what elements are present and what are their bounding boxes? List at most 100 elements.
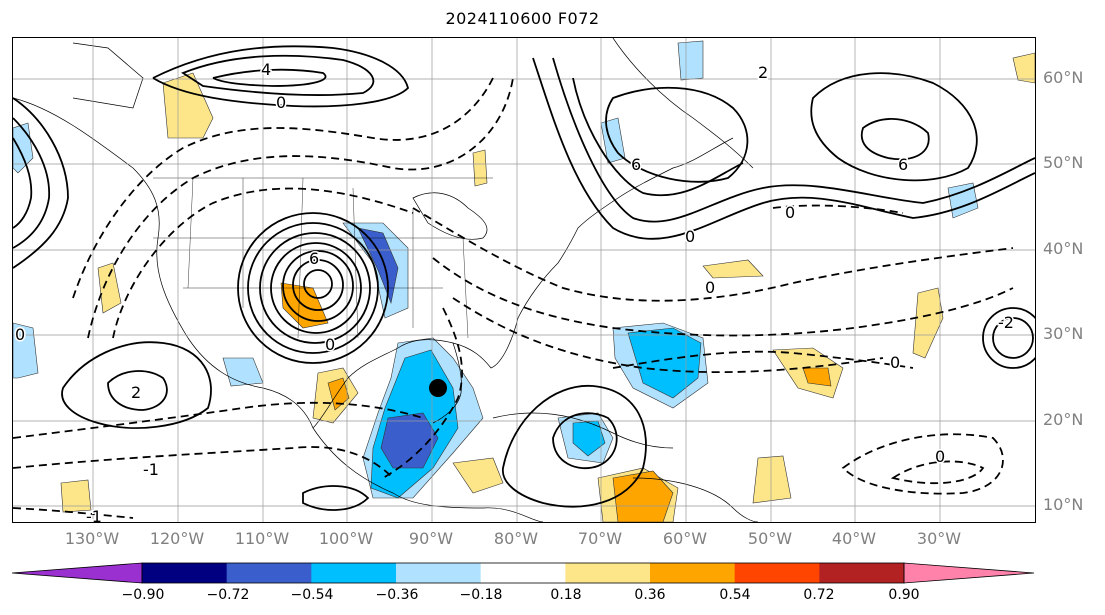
solid-contour [502,385,647,508]
contour-label: 0 [705,278,715,297]
negative-anomaly-region [380,412,439,469]
solid-contour [61,341,212,429]
great-lakes [412,192,488,240]
colorbar-segment [734,563,820,583]
positive-anomaly-region [60,479,92,513]
dashed-contour [432,257,1014,337]
dashed-contour [13,446,394,479]
colorbar-segment [565,563,651,583]
dashed-contour [841,433,1004,495]
coastline [72,42,144,109]
lon-label-120w: 120°W [149,529,205,548]
contour-label: 4 [261,60,271,79]
solid-contour [247,222,379,354]
colorbar-segment [819,563,905,583]
lon-label-50w: 50°W [747,529,793,548]
solid-contour [303,269,333,299]
contour-label: 0 [890,353,900,372]
colorbar [11,562,1035,584]
coastline [312,137,734,429]
solid-contour [605,86,749,183]
positive-anomaly-region [802,367,832,387]
dashed-contour [72,77,494,299]
coastline [492,412,674,449]
positive-anomaly-region [612,470,674,522]
solid-contour [212,68,327,87]
position-marker [429,379,447,397]
lat-label-10n: 10°N [1043,495,1084,514]
lon-label-80w: 80°W [493,529,539,548]
shading-layer [13,40,1035,522]
lon-label-90w: 90°W [408,529,454,548]
contour-label: -1 [86,507,102,522]
contour-label: 2 [758,63,768,82]
solid-contour [572,77,744,197]
lat-label-20n: 20°N [1043,410,1084,429]
solid-contour [13,137,33,229]
colorbar-segment [226,563,312,583]
coastline [13,97,544,522]
solid-contour [237,212,389,364]
lat-label-40n: 40°N [1043,239,1084,258]
positive-anomaly-region [912,287,944,359]
dashed-contour [772,204,904,214]
colorbar-segment [650,563,736,583]
colorbar-tick: 0.18 [550,587,582,603]
solid-contour [302,485,370,511]
contour-label: 0 [685,227,695,246]
contour-label: 0 [276,93,286,112]
lat-label-50n: 50°N [1043,153,1084,172]
dashed-contour [112,187,414,339]
solid-contour [152,45,409,108]
negative-anomaly-region [13,322,39,379]
negative-anomaly-region [222,357,264,387]
lat-label-30n: 30°N [1043,324,1084,343]
dashed-contour [87,77,514,339]
solid-contour [992,317,1034,359]
dashed-contour [612,350,914,369]
positive-anomaly-region [472,149,488,187]
colorbar-tick: 0.90 [888,587,920,603]
colorbar-tick: −0.72 [206,587,250,603]
solid-contour [107,370,168,411]
contour-label: 6 [309,249,319,268]
positive-anomaly-region [752,455,792,504]
weather-map: 0 0 0 0 0 0 2 2 4 6 6 6 -1 -1 -2 0 0 [13,38,1035,522]
colorbar-segment [311,563,397,583]
lon-label-60w: 60°W [662,529,708,548]
colorbar-tick: −0.36 [375,587,419,603]
solid-contour [552,412,618,470]
colorbar-segment [480,563,566,583]
dashed-contour [382,307,463,479]
solid-contour [532,57,1035,240]
lon-label-110w: 110°W [234,529,290,548]
solid-contour [552,57,1035,223]
solid-contour [181,54,375,96]
lat-label-60n: 60°N [1043,68,1084,87]
contour-label: 0 [785,203,795,222]
solid-contour [282,250,354,322]
colorbar-tick: 0.72 [803,587,835,603]
solid-contour [13,117,50,249]
contour-label: 0 [325,335,335,354]
colorbar-extend-high [903,562,1035,584]
positive-anomaly-region [1012,52,1035,84]
negative-anomaly-region [627,327,702,399]
positive-anomaly-region [97,262,122,314]
solid-contour [982,307,1035,369]
negative-anomaly-region [677,40,704,81]
solid-contour [259,232,371,344]
contour-label: -2 [998,313,1014,332]
dashed-contour [452,297,884,374]
positive-anomaly-region [452,457,504,494]
solid-contour [810,72,978,182]
dashed-contour [13,401,424,439]
contour-label: 6 [631,155,641,174]
colorbar-extend-low [11,562,143,584]
positive-anomaly-region [702,259,764,279]
solid-contour [270,242,362,334]
lon-label-130w: 130°W [64,529,120,548]
positive-anomaly-region [162,72,214,139]
colorbar-frame [141,562,905,584]
coastline [632,477,759,522]
